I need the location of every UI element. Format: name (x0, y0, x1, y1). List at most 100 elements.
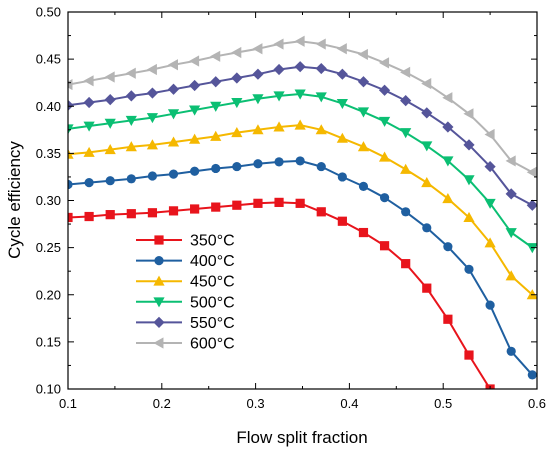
data-point (167, 59, 179, 71)
data-point (315, 92, 327, 103)
data-point (210, 130, 222, 141)
data-point (146, 87, 159, 99)
data-point (484, 198, 496, 209)
data-point (83, 75, 94, 87)
series-3 (68, 89, 537, 254)
data-point (295, 156, 305, 166)
data-point (189, 105, 201, 116)
data-point (505, 155, 516, 167)
data-point (442, 156, 454, 167)
data-point (147, 208, 158, 218)
x-tick-label: 0.1 (59, 396, 77, 411)
data-point (443, 314, 453, 324)
series-5 (68, 35, 537, 178)
legend-marker (153, 275, 165, 286)
legend-marker (153, 297, 165, 308)
data-point (463, 211, 475, 222)
data-point (211, 163, 221, 174)
data-point (421, 176, 433, 188)
y-axis-title: Cycle efficiency (5, 141, 24, 259)
series-layer (68, 35, 537, 389)
data-point (231, 72, 243, 84)
data-point (167, 83, 180, 95)
data-point (273, 63, 285, 76)
data-point (189, 133, 201, 144)
data-point (526, 199, 537, 211)
data-point (104, 144, 116, 155)
data-point (379, 193, 390, 203)
series-line (68, 65, 533, 207)
data-point (273, 91, 285, 102)
y-tick-label: 0.35 (36, 146, 61, 161)
data-point (125, 115, 137, 126)
legend-marker (154, 235, 164, 245)
data-point (104, 94, 116, 106)
data-point (232, 161, 242, 172)
data-point (315, 124, 327, 135)
data-point (336, 132, 348, 143)
series-1 (68, 156, 537, 380)
data-point (315, 62, 327, 75)
data-point (295, 198, 305, 208)
data-point (83, 121, 95, 132)
data-point (126, 209, 136, 219)
data-point (294, 119, 306, 130)
data-point (526, 289, 537, 300)
data-point (167, 109, 180, 120)
x-tick-label: 0.3 (247, 396, 265, 411)
data-point (378, 116, 391, 127)
legend-marker (153, 316, 165, 328)
data-point (421, 78, 432, 90)
x-tick-label: 0.4 (340, 396, 358, 411)
legend-item: 450°C (136, 274, 235, 291)
data-point (168, 169, 179, 179)
legend-item: 500°C (136, 294, 235, 311)
data-point (336, 43, 347, 55)
data-point (315, 38, 326, 50)
data-point (358, 181, 369, 191)
y-tick-label: 0.20 (36, 287, 61, 302)
legend-label: 400°C (190, 253, 235, 270)
data-point (84, 211, 94, 222)
data-point (400, 66, 411, 78)
series-line (68, 124, 533, 296)
data-point (464, 264, 474, 274)
data-point (506, 346, 516, 356)
data-point (337, 216, 347, 226)
data-point (316, 207, 326, 217)
data-point (400, 128, 412, 139)
data-point (189, 79, 201, 92)
data-point (316, 161, 326, 172)
data-point (336, 98, 348, 110)
legend: 350°C 400°C 450°C 500°C 550°C 600°C (136, 233, 235, 353)
data-point (358, 227, 369, 238)
data-point (232, 200, 242, 210)
data-point (526, 243, 537, 254)
y-tick-label: 0.30 (36, 193, 61, 208)
y-tick-label: 0.50 (36, 5, 61, 20)
data-point (210, 50, 221, 62)
data-point (421, 107, 433, 119)
data-point (527, 370, 537, 380)
data-point (357, 141, 370, 152)
data-point (505, 228, 517, 239)
legend-item: 400°C (136, 253, 235, 270)
data-point (167, 136, 180, 147)
data-point (168, 206, 179, 216)
data-point (190, 204, 200, 214)
data-point (336, 68, 348, 80)
data-point (252, 43, 263, 55)
data-point (294, 35, 305, 47)
data-point (294, 61, 306, 73)
data-point (357, 48, 368, 61)
data-point (231, 46, 242, 59)
data-point (273, 121, 285, 132)
data-point (231, 127, 243, 138)
y-tick-label: 0.40 (36, 99, 61, 114)
legend-label: 500°C (190, 294, 235, 311)
data-point (210, 101, 222, 112)
data-point (443, 242, 453, 252)
data-point (253, 159, 263, 169)
data-point (378, 57, 390, 69)
legend-marker (154, 256, 164, 266)
